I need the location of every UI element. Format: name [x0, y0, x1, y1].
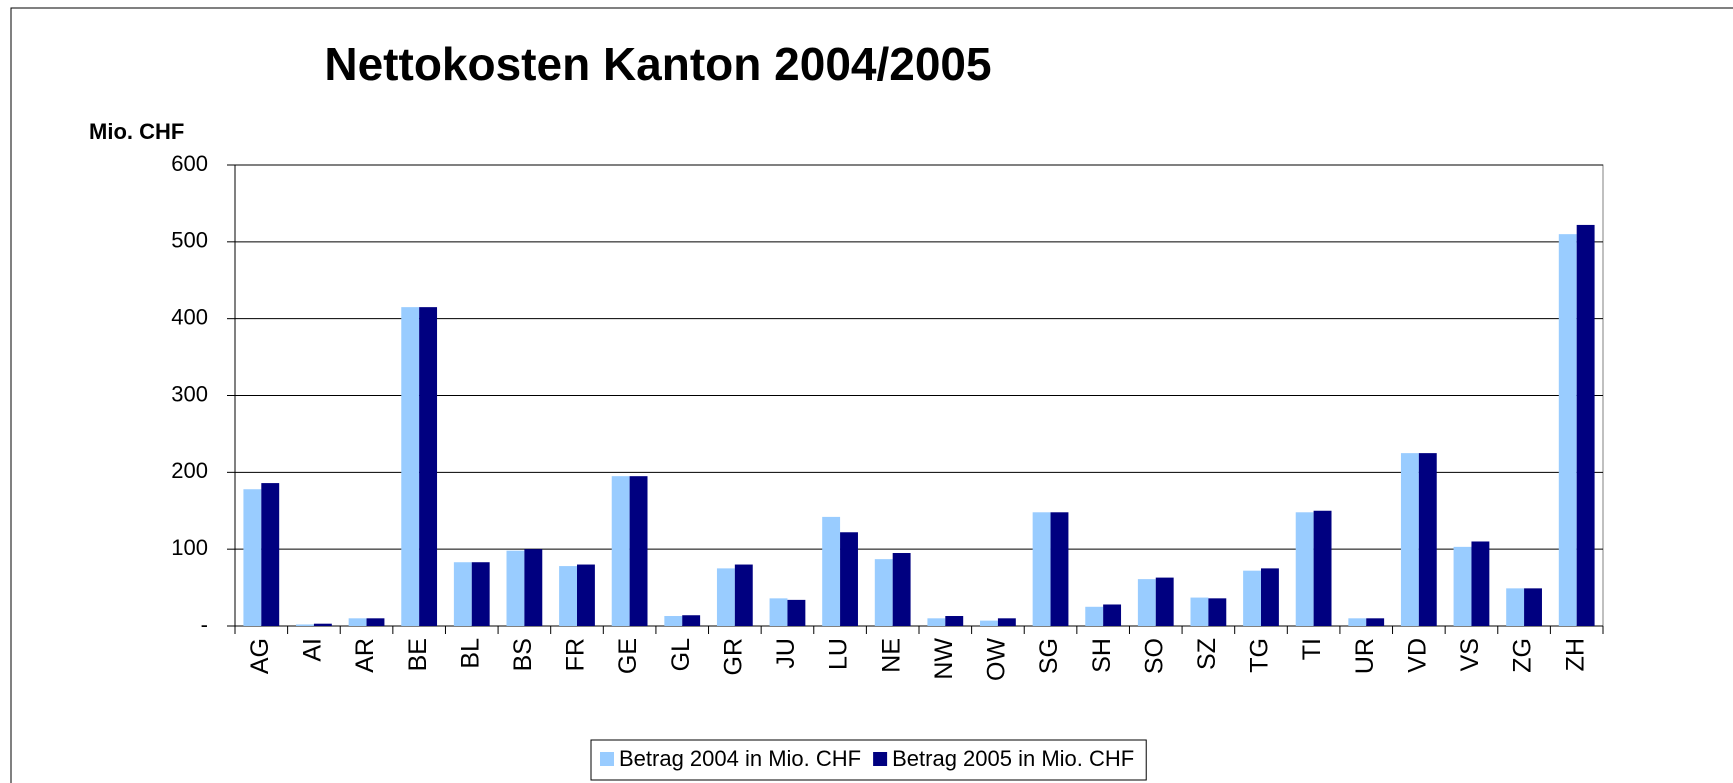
x-tick-label: TG: [1246, 638, 1274, 673]
bar: [1524, 588, 1542, 626]
bar: [1155, 577, 1174, 626]
x-tick-label: AR: [351, 638, 379, 673]
bar: [559, 566, 577, 626]
bar: [822, 516, 841, 626]
bar: [366, 618, 385, 626]
bar: [1471, 541, 1490, 626]
bar: [1103, 604, 1122, 626]
bar: [664, 616, 683, 626]
y-tick-label: 400: [171, 304, 208, 329]
x-tick-label: UR: [1351, 638, 1379, 674]
bar: [1400, 453, 1419, 626]
bar: [1313, 510, 1332, 626]
x-tick-label: AG: [246, 638, 274, 674]
bar: [716, 568, 735, 626]
bar: [348, 618, 367, 626]
bar: [313, 623, 332, 626]
x-tick-label: ZH: [1561, 638, 1589, 671]
bar: [1190, 597, 1209, 626]
bar: [1366, 618, 1385, 626]
bar: [1208, 598, 1227, 626]
bar: [629, 476, 648, 626]
x-tick-label: ZG: [1509, 638, 1537, 673]
bar: [261, 483, 280, 626]
bar: [471, 562, 490, 626]
x-tick-label: JU: [772, 638, 800, 669]
legend-swatch: [600, 752, 614, 766]
legend-label: Betrag 2004 in Mio. CHF: [619, 746, 861, 771]
x-tick-label: SH: [1088, 638, 1116, 673]
bar: [840, 532, 858, 626]
y-tick-label: 300: [171, 381, 208, 406]
x-tick-label: GE: [614, 638, 642, 674]
x-tick-label: LU: [825, 638, 853, 670]
bar: [1506, 588, 1525, 626]
bar: [296, 624, 314, 626]
bar: [401, 307, 420, 626]
bar: [1348, 618, 1367, 626]
bar: [945, 616, 964, 626]
bar: [1576, 224, 1595, 626]
bar: [769, 598, 788, 626]
chart-title: Nettokosten Kanton 2004/2005: [324, 38, 991, 90]
y-tick-label: -: [201, 612, 208, 637]
bar: [874, 559, 893, 626]
bar: [1261, 568, 1279, 626]
bar: [577, 564, 595, 626]
bar: [1032, 512, 1051, 626]
bar: [997, 618, 1016, 626]
x-tick-label: SG: [1035, 638, 1063, 674]
x-tick-label: NE: [877, 638, 905, 673]
x-tick-label: FR: [562, 638, 590, 671]
bar: [1050, 512, 1069, 626]
x-tick-label: SZ: [1193, 638, 1221, 670]
bar: [734, 564, 753, 626]
x-tick-label: NW: [930, 638, 958, 680]
bar: [787, 599, 806, 626]
x-tick-label: BL: [456, 638, 484, 669]
bar: [1137, 579, 1156, 626]
bar: [1453, 546, 1472, 626]
legend: Betrag 2004 in Mio. CHF Betrag 2005 in Mi…: [590, 739, 1147, 781]
x-tick-label: GR: [719, 638, 747, 676]
bar: [419, 307, 438, 626]
x-tick-label: VD: [1403, 638, 1431, 673]
bar: [927, 618, 946, 626]
y-tick-label: 100: [171, 535, 208, 560]
x-tick-label: AI: [299, 638, 327, 662]
bar: [1418, 453, 1437, 626]
bar: [892, 553, 911, 626]
bar: [1243, 570, 1261, 626]
y-tick-label: 200: [171, 458, 208, 483]
y-axis-label: Mio. CHF: [89, 119, 184, 144]
y-tick-label: 600: [171, 151, 208, 176]
x-tick-label: BE: [404, 638, 432, 671]
legend-label: Betrag 2005 in Mio. CHF: [892, 746, 1134, 771]
bar: [1085, 606, 1104, 626]
x-tick-label: BS: [509, 638, 537, 671]
legend-swatch: [873, 752, 888, 766]
x-tick-label: GL: [667, 638, 695, 671]
bar: [980, 620, 998, 626]
x-tick-label: TI: [1298, 638, 1326, 660]
bar: [506, 550, 525, 626]
x-tick-label: OW: [983, 638, 1011, 681]
bar: [682, 615, 701, 626]
x-tick-label: SO: [1140, 638, 1168, 674]
bar: [524, 549, 543, 626]
bar: [611, 476, 630, 626]
y-tick-label: 500: [171, 228, 208, 253]
bar: [1295, 512, 1314, 626]
x-tick-label: VS: [1456, 638, 1484, 671]
legend-box: [590, 739, 1147, 781]
bar: [243, 489, 262, 626]
bar: [1558, 234, 1577, 626]
bar: [453, 562, 472, 626]
